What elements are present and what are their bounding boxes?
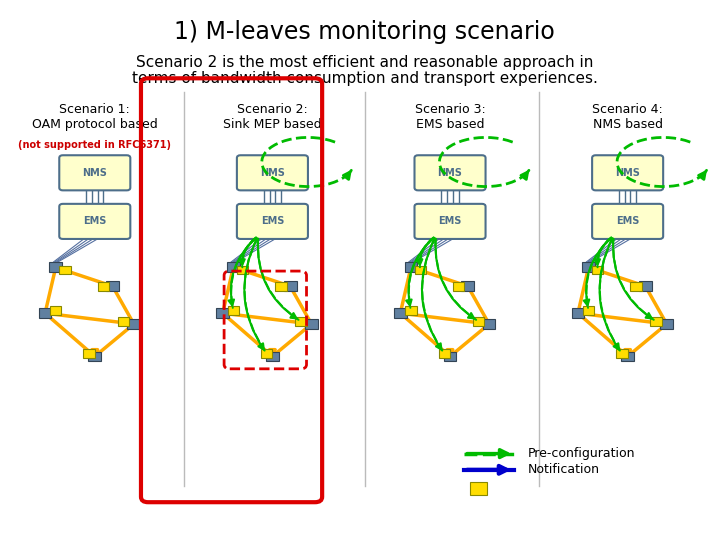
Bar [50,306,61,315]
Bar [621,352,634,361]
Bar [275,282,287,291]
Bar [482,319,495,329]
Bar [415,266,426,274]
Bar [106,281,119,291]
Bar [237,266,248,274]
FancyBboxPatch shape [59,155,130,190]
Bar [469,482,487,496]
Text: terms of bandwidth consumption and transport experiences.: terms of bandwidth consumption and trans… [132,71,598,86]
Bar [295,317,307,326]
Text: Notification: Notification [528,463,600,476]
Bar [639,281,652,291]
Bar [473,317,484,326]
Bar [227,262,240,272]
Bar [650,317,662,326]
Bar [305,319,318,329]
FancyBboxPatch shape [415,155,485,190]
Text: EMS: EMS [83,217,107,226]
Text: EMS: EMS [438,217,462,226]
Bar [462,281,474,291]
Bar [39,308,51,318]
Text: EMS: EMS [616,217,639,226]
Text: Scenario 2 is the most efficient and reasonable approach in: Scenario 2 is the most efficient and rea… [136,55,593,70]
Bar [616,349,628,358]
Text: NMS: NMS [260,168,285,178]
FancyBboxPatch shape [415,204,485,239]
Bar [98,282,109,291]
Text: Pre-configuration: Pre-configuration [528,447,636,460]
Bar [660,319,673,329]
Bar [631,282,642,291]
Text: NMS: NMS [615,168,640,178]
Bar [394,308,407,318]
Bar [444,352,456,361]
Bar [216,308,229,318]
Bar [582,262,595,272]
Bar [266,352,279,361]
Bar [261,349,272,358]
Bar [50,262,62,272]
Bar [592,266,603,274]
Text: 1) M-leaves monitoring scenario: 1) M-leaves monitoring scenario [174,21,555,44]
Bar [572,308,585,318]
Bar [438,349,450,358]
FancyBboxPatch shape [592,204,663,239]
Bar [127,319,140,329]
FancyBboxPatch shape [592,155,663,190]
Text: (not supported in RFC6371): (not supported in RFC6371) [18,140,171,151]
Bar [405,262,418,272]
Text: NMS: NMS [82,168,107,178]
Bar [228,306,239,315]
FancyBboxPatch shape [237,155,308,190]
Text: EMS: EMS [261,217,284,226]
Bar [117,317,129,326]
Bar [89,352,102,361]
Text: Scenario 2:
Sink MEP based: Scenario 2: Sink MEP based [223,103,322,131]
FancyBboxPatch shape [59,204,130,239]
Bar [583,306,594,315]
Bar [59,266,71,274]
Text: Scenario 1:
OAM protocol based: Scenario 1: OAM protocol based [32,103,158,131]
Text: Scenario 3:
EMS based: Scenario 3: EMS based [415,103,485,131]
FancyBboxPatch shape [237,204,308,239]
Text: Scenario 4:
NMS based: Scenario 4: NMS based [593,103,663,131]
Text: NMS: NMS [438,168,462,178]
Bar [453,282,464,291]
Bar [405,306,417,315]
Bar [284,281,297,291]
Bar [84,349,95,358]
